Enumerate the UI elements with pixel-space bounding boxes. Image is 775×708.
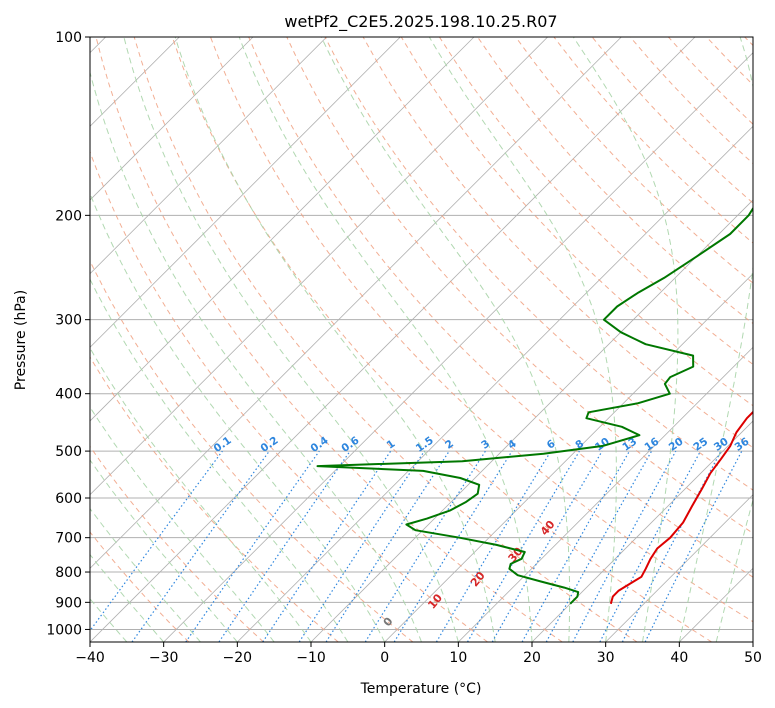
isotherm-line	[384, 273, 753, 642]
moist-adiabat-line	[320, 37, 571, 642]
dry-adiabat-line	[400, 37, 753, 407]
profile-traces	[316, 206, 753, 605]
x-tick-label: 0	[380, 650, 389, 666]
isotherm-line	[605, 494, 753, 642]
mixing-ratio-line	[131, 450, 270, 642]
mixing-ratio-line	[644, 450, 743, 642]
dry-adiabat-line	[90, 259, 414, 642]
moist-adiabat-line	[90, 406, 275, 642]
moist-adiabat-line	[90, 70, 422, 642]
mixing-ratio-line	[218, 450, 351, 642]
dry-adiabat-line	[438, 37, 753, 366]
dry-adiabat-line	[133, 37, 638, 642]
x-tick-label: 10	[449, 650, 467, 666]
y-tick-label: 600	[55, 491, 82, 507]
mixing-ratio-line	[325, 450, 450, 642]
chart-title: wetPf2_C2E5.2025.198.10.25.R07	[284, 12, 557, 32]
mixing-ratio-line	[262, 450, 392, 642]
isotherm-line	[90, 37, 254, 201]
x-tick-label: −10	[296, 650, 326, 666]
background-lines	[90, 37, 753, 642]
isotherm-line	[163, 52, 753, 642]
dry-adiabat-line	[90, 150, 488, 642]
mixing-ratio-line	[572, 450, 677, 642]
y-tick-label: 200	[55, 208, 82, 224]
moist-adiabat-line	[123, 37, 459, 642]
moist-adiabat-line	[90, 192, 386, 642]
y-tick-label: 900	[55, 595, 82, 611]
isotherm-line	[458, 346, 753, 642]
isotherm-line	[90, 37, 622, 569]
y-tick-label: 300	[55, 313, 82, 329]
temperature-trace	[609, 410, 753, 605]
x-tick-label: 30	[597, 650, 615, 666]
mixing-ratio-line	[393, 450, 513, 642]
x-tick-label: 40	[670, 650, 688, 666]
y-tick-label: 100	[55, 30, 82, 46]
moist-adiabat-line	[90, 347, 312, 642]
isotherm-line	[90, 37, 548, 496]
moist-adiabat-line	[90, 598, 128, 642]
mixing-ratio-line	[90, 450, 223, 632]
dry-adiabat-line	[95, 37, 563, 642]
moist-adiabat-line	[678, 37, 753, 642]
dry-adiabat-line	[90, 445, 264, 642]
dry-adiabat-line	[171, 37, 712, 642]
moist-adiabat-line	[90, 553, 165, 642]
mixing-ratio-line	[185, 450, 320, 642]
mixing-ratio-line	[545, 450, 653, 642]
moist-adiabat-line	[428, 37, 617, 642]
x-axis-label: Temperature (°C)	[360, 681, 482, 697]
isotherm-line	[90, 37, 475, 422]
y-tick-label: 1000	[46, 622, 82, 638]
isotherm-line	[90, 37, 401, 348]
dry-adiabat-line	[90, 531, 190, 642]
moist-adiabat-line	[715, 497, 753, 642]
x-tick-label: −20	[223, 650, 253, 666]
dry-adiabat-line	[515, 37, 753, 284]
dry-adiabat-line	[90, 356, 339, 642]
dry-adiabat-line	[210, 37, 753, 623]
isotherm-line	[237, 125, 753, 642]
isotherm-line	[90, 37, 327, 275]
moist-adiabat-line	[572, 37, 679, 642]
y-tick-label: 500	[55, 444, 82, 460]
moist-adiabat-line	[238, 37, 533, 642]
dry-adiabat-line	[286, 37, 753, 534]
moist-adiabat-line	[90, 278, 349, 642]
axes: −40 −30 −20 −10 0 10 20 30 40 50 100 200 300 400 500 60…	[46, 30, 762, 666]
isotherm-line	[531, 420, 753, 642]
y-tick-label: 400	[55, 387, 82, 403]
y-tick-label: 700	[55, 531, 82, 547]
dewpoint-trace	[316, 206, 753, 605]
y-axis-label: Pressure (hPa)	[13, 290, 29, 390]
moist-adiabat-line	[90, 507, 201, 642]
x-tick-label: −30	[149, 650, 179, 666]
plot-frame	[89, 36, 754, 643]
x-tick-label: 50	[744, 650, 762, 666]
x-tick-label: −40	[75, 650, 105, 666]
moist-adiabat-line	[174, 37, 496, 642]
mixing-ratio-line	[298, 450, 425, 642]
dry-adiabat-line	[248, 37, 753, 578]
mixing-ratio-line	[521, 450, 631, 642]
moist-adiabat-line	[90, 459, 238, 642]
y-tick-label: 800	[55, 565, 82, 581]
x-tick-label: 20	[523, 650, 541, 666]
